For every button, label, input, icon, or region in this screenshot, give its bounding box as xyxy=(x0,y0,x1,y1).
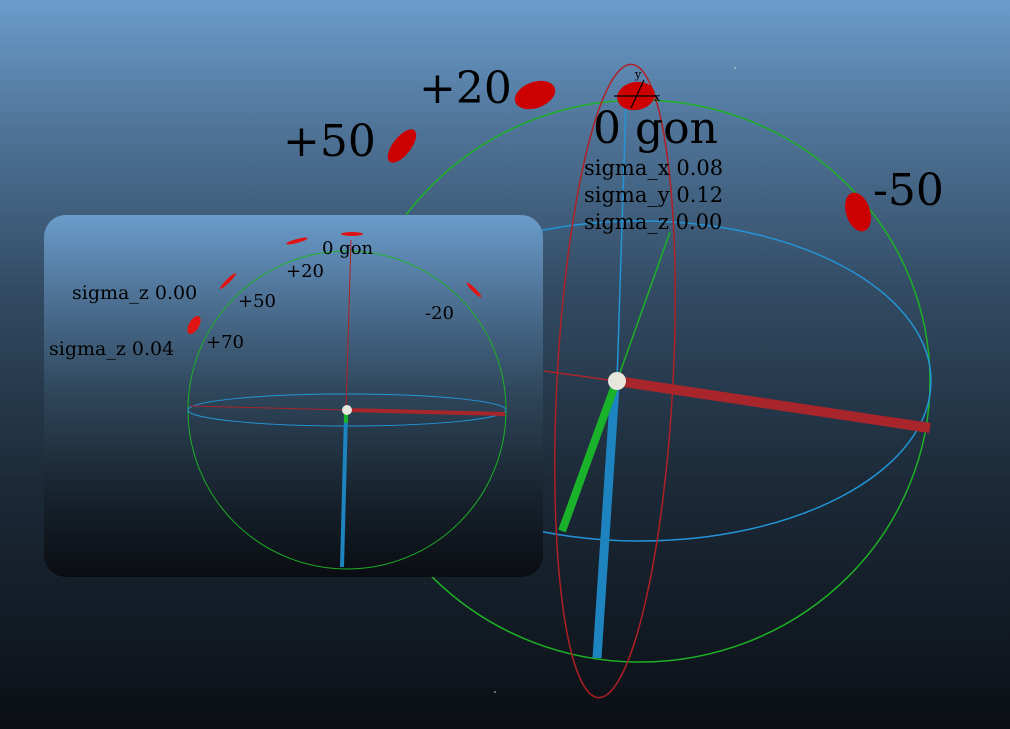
inset-error-ellipse-plus20[interactable] xyxy=(286,236,308,246)
angle-label-minus50: -50 xyxy=(873,165,944,216)
inset-angle-label-plus50: +50 xyxy=(238,291,276,312)
stray-dot xyxy=(494,691,496,693)
local-y-axis-label: y xyxy=(634,68,642,81)
sigma-z-readout: sigma_z 0.00 xyxy=(584,210,722,234)
inset-angle-label-plus20: +20 xyxy=(286,261,324,282)
inset-x-axis-thin-line xyxy=(189,405,347,411)
error-ellipse-minus50[interactable] xyxy=(840,189,875,234)
sigma-y-readout: sigma_y 0.12 xyxy=(584,183,723,207)
origin-point[interactable] xyxy=(608,372,626,390)
inset-red-great-circle xyxy=(345,239,352,411)
inset-error-ellipse-plus70[interactable] xyxy=(185,314,204,336)
z-axis-thin-line xyxy=(616,99,627,382)
y-axis-thin-line xyxy=(616,231,671,382)
angle-label-plus20: +20 xyxy=(419,63,512,114)
inset-angle-label-minus20: -20 xyxy=(425,303,454,324)
local-y-axis-line xyxy=(630,79,645,109)
x-axis xyxy=(616,376,931,433)
local-x-axis-label: x xyxy=(654,91,661,104)
z-axis xyxy=(592,385,620,659)
inset-error-ellipse-plus50[interactable] xyxy=(219,272,237,290)
inset-origin-point[interactable] xyxy=(342,405,352,415)
red-great-circle xyxy=(554,63,676,699)
stray-dot xyxy=(734,67,736,69)
inset-error-ellipse-zero[interactable] xyxy=(341,232,363,236)
x-axis-thin-line xyxy=(543,370,617,382)
sigma-x-readout: sigma_x 0.08 xyxy=(584,156,723,180)
y-axis xyxy=(558,386,618,533)
inset-angle-label-zero: 0 gon xyxy=(322,238,374,259)
inset-sigma-z-readout-top: sigma_z 0.00 xyxy=(72,282,197,304)
error-ellipse-plus50[interactable] xyxy=(383,125,422,168)
angle-label-zero: 0 gon xyxy=(593,103,718,154)
inset-sigma-z-readout-bottom: sigma_z 0.04 xyxy=(49,338,174,360)
error-ellipse-plus20[interactable] xyxy=(511,76,559,115)
inset-viewport[interactable]: 0 gon +20 +50 +70 -20 sigma_z 0.00 sigma… xyxy=(44,215,543,577)
inset-angle-label-plus70: +70 xyxy=(206,332,244,353)
inset-x-axis xyxy=(346,408,506,416)
inset-error-ellipse-minus20[interactable] xyxy=(466,282,483,299)
inset-panel-background xyxy=(44,215,543,577)
angle-label-plus50: +50 xyxy=(283,116,376,167)
inset-z-axis xyxy=(340,413,348,568)
